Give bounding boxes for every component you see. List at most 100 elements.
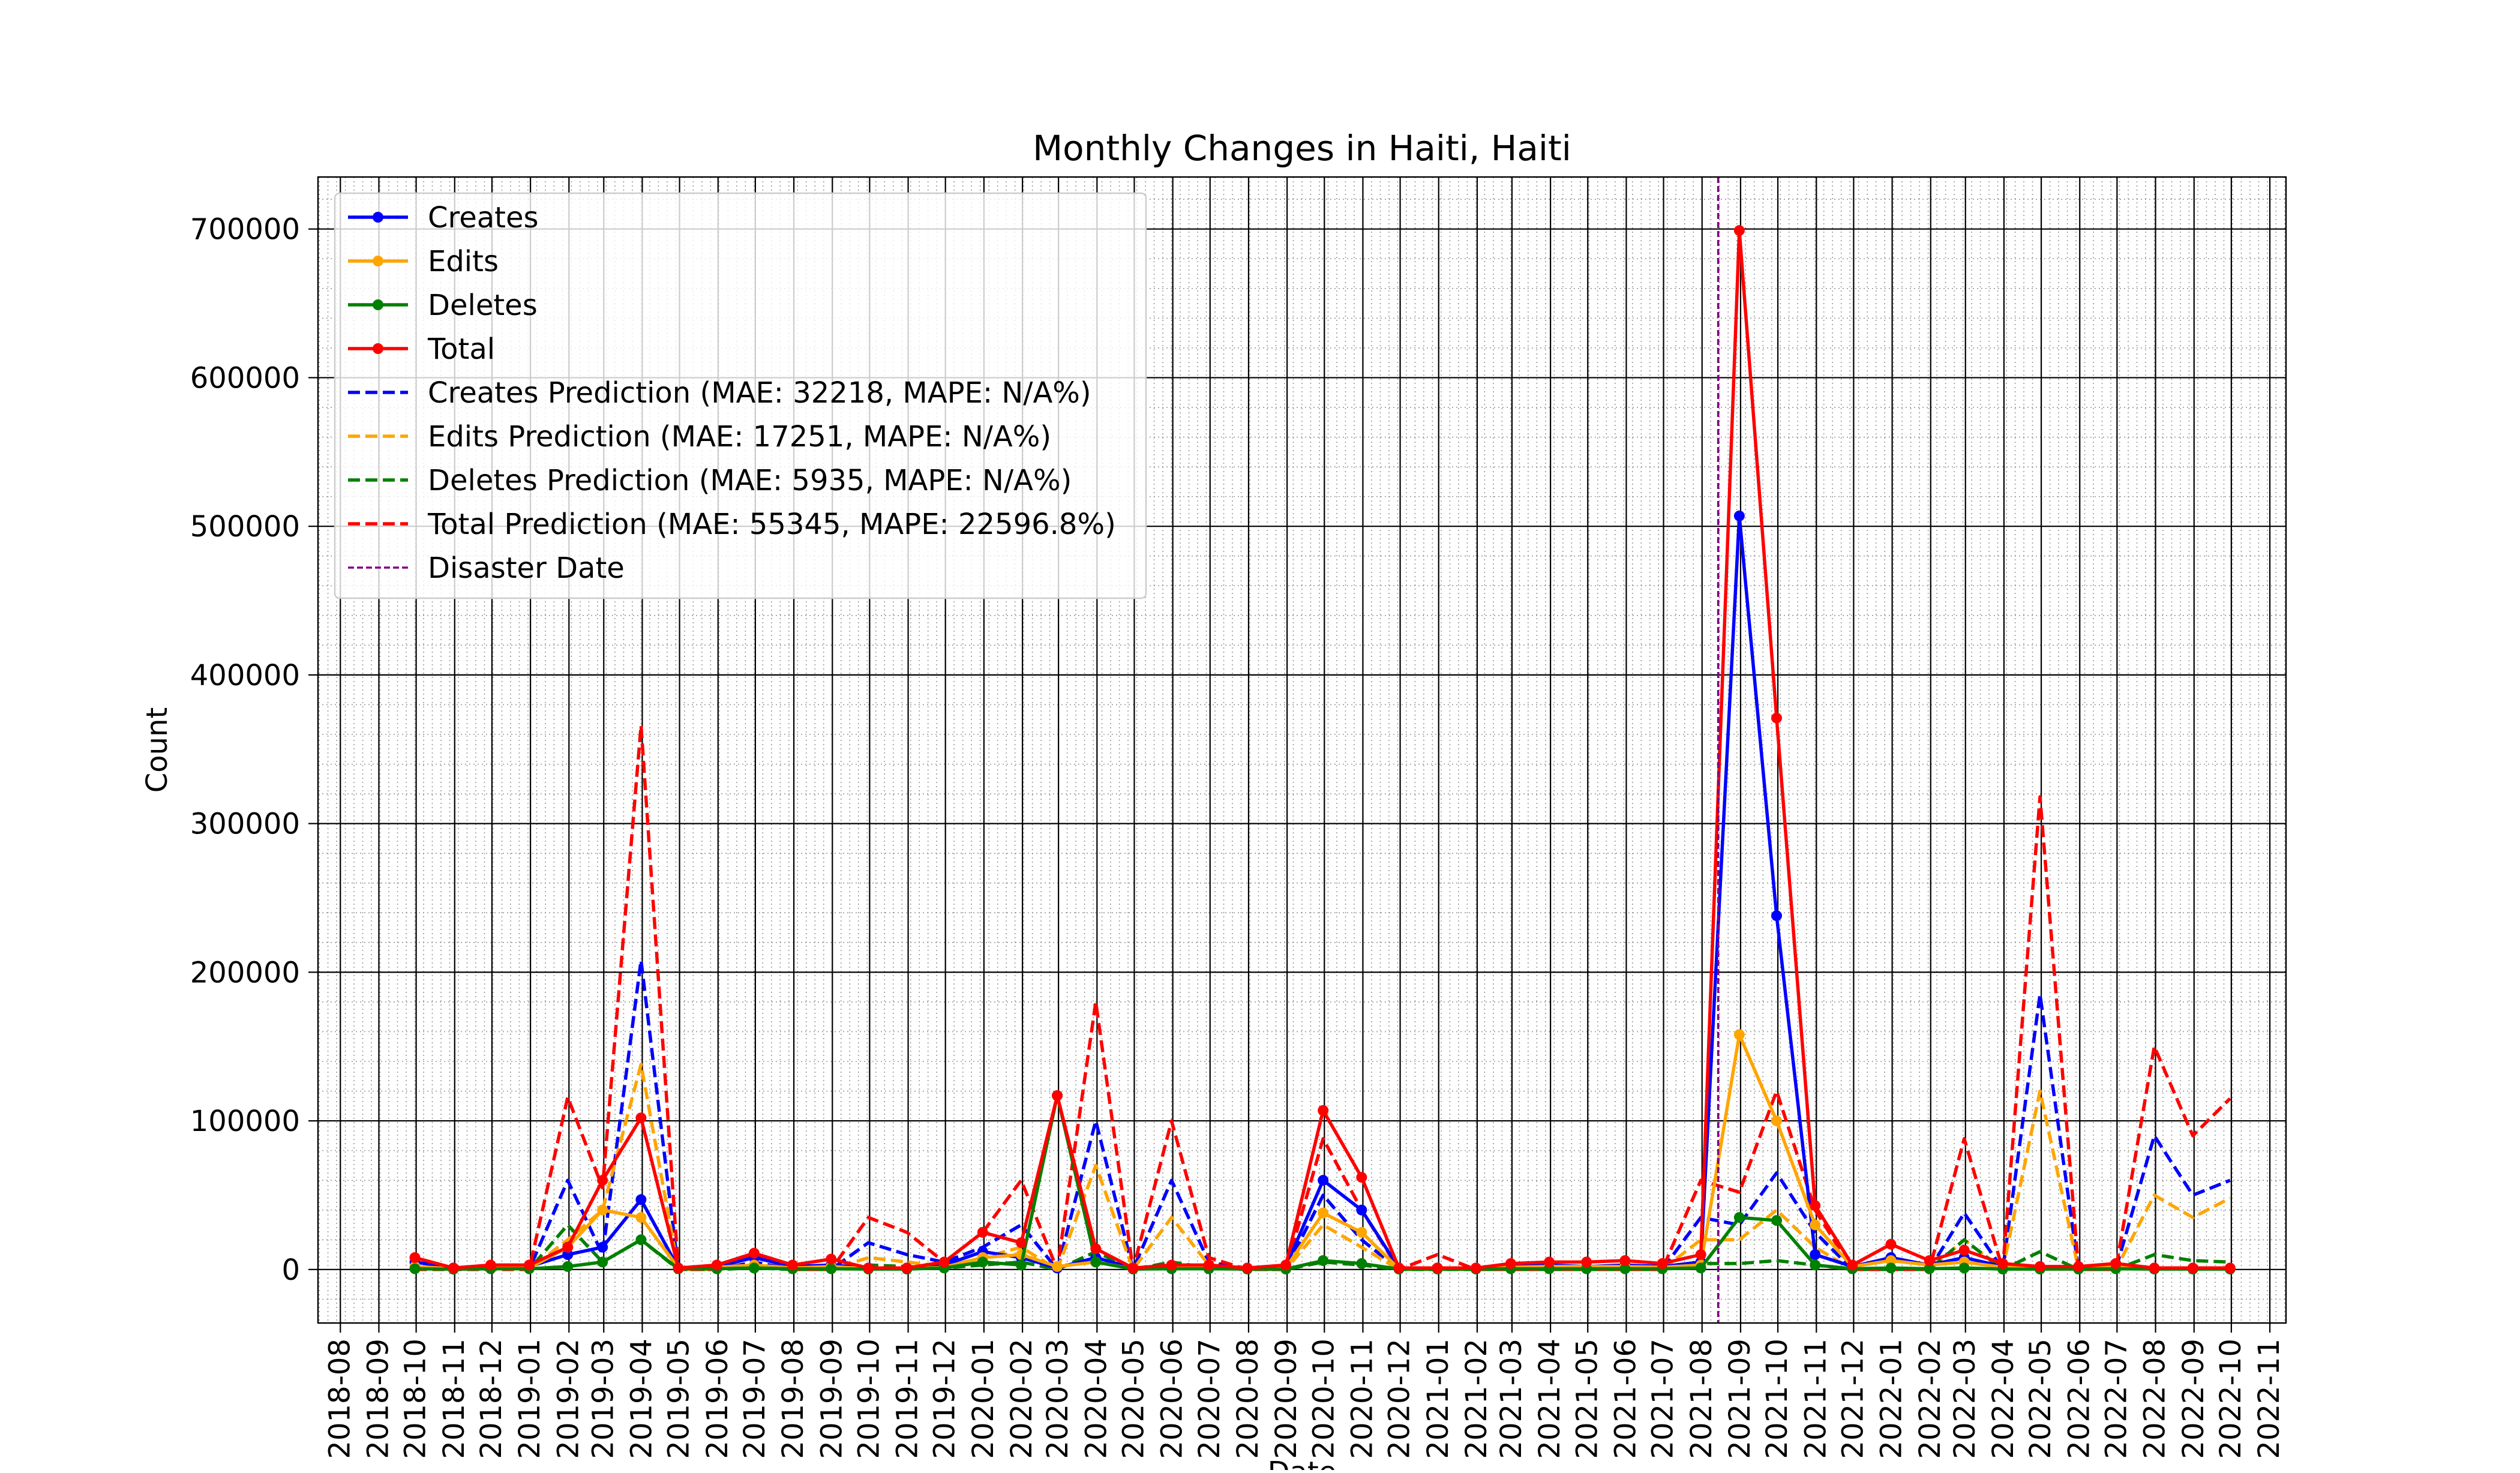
legend-marker <box>373 256 383 266</box>
data-point-deletes <box>826 1263 837 1274</box>
data-point-deletes <box>1090 1256 1102 1268</box>
data-point-edits <box>597 1204 608 1216</box>
x-tick-label: 2021-04 <box>1533 1339 1567 1459</box>
x-tick-label: 2019-11 <box>891 1339 925 1459</box>
x-tick-label: 2019-09 <box>815 1339 848 1459</box>
x-tick-label: 2019-06 <box>701 1339 734 1459</box>
x-tick-label: 2020-12 <box>1383 1339 1417 1459</box>
data-point-total <box>1052 1090 1063 1101</box>
y-tick-label: 500000 <box>190 510 300 544</box>
data-point-total <box>1432 1262 1443 1274</box>
x-tick-label: 2019-12 <box>928 1339 962 1459</box>
data-point-total <box>1470 1262 1481 1274</box>
x-tick-label: 2021-12 <box>1836 1339 1870 1459</box>
data-point-total <box>1958 1244 1970 1256</box>
data-point-total <box>562 1241 574 1253</box>
legend-label: Deletes Prediction (MAE: 5935, MAPE: N/A… <box>428 464 1072 497</box>
data-point-creates <box>597 1241 608 1253</box>
x-tick-label: 2018-11 <box>437 1339 471 1459</box>
data-point-deletes <box>1619 1263 1631 1274</box>
data-point-total <box>938 1256 950 1268</box>
data-point-total <box>1280 1259 1292 1271</box>
x-tick-label: 2019-05 <box>662 1339 696 1459</box>
plot-frame <box>317 176 2287 1324</box>
x-tick-label: 2021-05 <box>1570 1339 1604 1459</box>
data-point-deletes <box>635 1234 647 1246</box>
data-point-total <box>1544 1256 1555 1268</box>
data-point-total <box>1771 712 1783 724</box>
data-point-total <box>635 1112 647 1124</box>
x-tick-label: 2021-10 <box>1760 1339 1794 1459</box>
data-point-total <box>2187 1262 2198 1274</box>
x-tick-label: 2018-10 <box>399 1339 433 1459</box>
data-point-creates <box>1356 1204 1367 1216</box>
legend-label: Disaster Date <box>428 551 625 585</box>
x-tick-label: 2022-03 <box>1948 1339 1982 1459</box>
x-axis-label: Date <box>1268 1456 1337 1470</box>
x-tick-label: 2019-10 <box>852 1339 886 1459</box>
data-point-total <box>863 1262 874 1274</box>
data-point-edits <box>1771 1115 1783 1127</box>
x-tick-label: 2019-02 <box>551 1339 585 1459</box>
legend-label: Edits Prediction (MAE: 17251, MAPE: N/A%… <box>428 420 1051 454</box>
data-point-total <box>1016 1237 1027 1249</box>
data-point-total <box>673 1262 684 1274</box>
x-tick-label: 2022-11 <box>2252 1339 2286 1459</box>
data-point-total <box>2110 1258 2122 1269</box>
x-tick-label: 2021-07 <box>1646 1339 1680 1459</box>
x-tick-label: 2018-08 <box>323 1339 356 1459</box>
x-tick-label: 2022-08 <box>2138 1339 2172 1459</box>
x-tick-label: 2022-06 <box>2062 1339 2096 1459</box>
data-point-edits <box>1356 1226 1367 1238</box>
data-point-creates <box>1771 910 1783 922</box>
data-point-deletes <box>597 1256 608 1268</box>
axis-ticks: 2018-08 2018-09 2018-10 2018-11 2018-12 2019-… <box>190 213 2286 1459</box>
data-point-total <box>2224 1262 2236 1274</box>
x-tick-label: 2022-02 <box>1913 1339 1947 1459</box>
data-point-total <box>748 1247 760 1259</box>
data-point-edits <box>635 1212 647 1223</box>
data-point-total <box>1356 1172 1367 1183</box>
legend-marker <box>373 299 383 310</box>
x-tick-label: 2020-03 <box>1041 1339 1075 1459</box>
data-point-total <box>2073 1261 2084 1272</box>
data-point-total <box>1924 1255 1935 1266</box>
x-tick-label: 2018-12 <box>475 1339 508 1459</box>
data-point-total <box>1657 1258 1668 1269</box>
legend-label: Edits <box>428 245 499 278</box>
data-point-total <box>485 1259 496 1271</box>
data-point-total <box>1241 1262 1253 1274</box>
legend: Creates Edits Deletes Total Creates Predicti… <box>334 192 1147 599</box>
legend-box <box>334 192 1147 599</box>
x-tick-label: 2020-07 <box>1193 1339 1226 1459</box>
x-tick-label: 2022-07 <box>2099 1339 2133 1459</box>
x-tick-label: 2019-08 <box>776 1339 810 1459</box>
y-tick-label: 700000 <box>190 213 300 247</box>
x-tick-label: 2020-05 <box>1117 1339 1150 1459</box>
x-tick-label: 2021-09 <box>1723 1339 1757 1459</box>
data-point-total <box>1393 1262 1405 1274</box>
legend-marker <box>373 212 383 223</box>
x-tick-label: 2022-05 <box>2024 1339 2057 1459</box>
y-tick-label: 600000 <box>190 361 300 395</box>
x-tick-label: 2020-02 <box>1005 1339 1039 1459</box>
x-tick-label: 2021-06 <box>1609 1339 1642 1459</box>
data-point-edits <box>1885 1255 1897 1266</box>
legend-label: Creates Prediction (MAE: 32218, MAPE: N/… <box>428 376 1091 410</box>
data-point-deletes <box>1924 1263 1935 1274</box>
data-point-total <box>1619 1255 1631 1266</box>
x-tick-label: 2022-09 <box>2177 1339 2210 1459</box>
data-point-total <box>2149 1262 2160 1274</box>
x-tick-label: 2022-10 <box>2214 1339 2248 1459</box>
data-point-deletes <box>1885 1262 1897 1274</box>
x-tick-label: 2019-04 <box>625 1339 658 1459</box>
data-point-deletes <box>1695 1262 1706 1274</box>
x-tick-label: 2020-10 <box>1307 1339 1340 1459</box>
data-point-edits <box>1733 1029 1745 1040</box>
data-point-total <box>711 1259 722 1271</box>
x-tick-label: 2022-01 <box>1875 1339 1909 1459</box>
data-point-deletes <box>748 1262 760 1274</box>
data-point-deletes <box>1318 1255 1329 1266</box>
x-tick-label: 2021-08 <box>1685 1339 1718 1459</box>
legend-label: Deletes <box>428 289 538 322</box>
